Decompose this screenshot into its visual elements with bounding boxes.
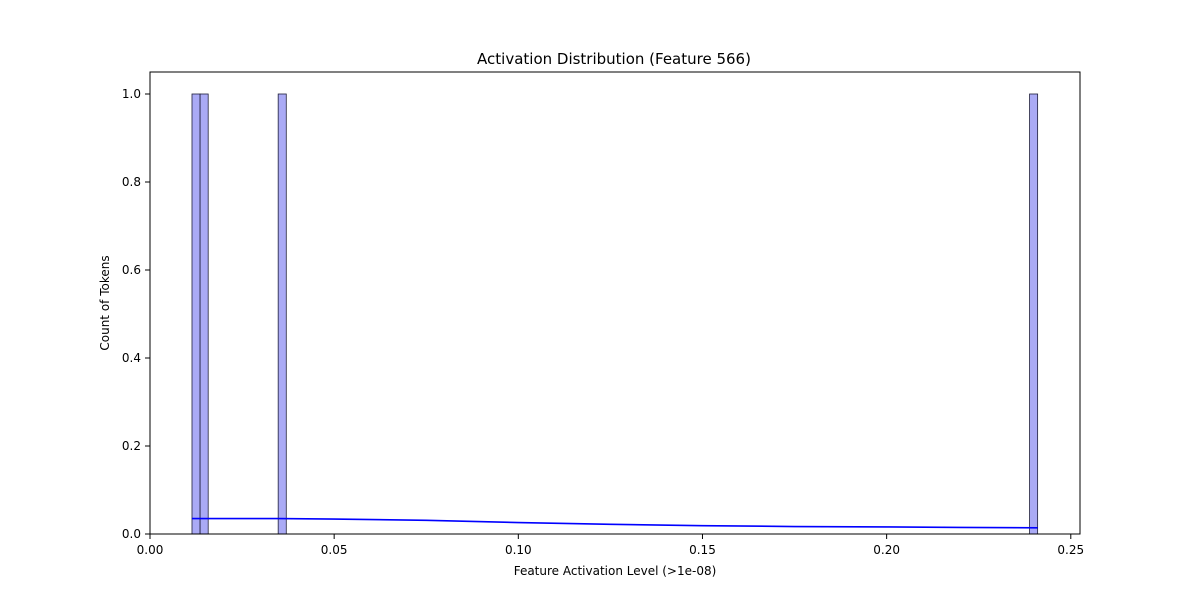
x-axis-label: Feature Activation Level (>1e-08) bbox=[514, 564, 717, 578]
x-tick-label: 0.10 bbox=[505, 543, 532, 557]
x-axis-ticks: 0.00 0.05 0.10 0.15 0.20 0.25 bbox=[137, 534, 1084, 557]
x-tick-label: 0.05 bbox=[321, 543, 348, 557]
x-tick-label: 0.20 bbox=[873, 543, 900, 557]
y-tick-label: 0.6 bbox=[122, 263, 141, 277]
histogram-bar bbox=[1029, 93, 1039, 535]
y-axis-ticks: 0.0 0.2 0.4 0.6 0.8 1.0 bbox=[122, 87, 150, 541]
chart-title: Activation Distribution (Feature 566) bbox=[477, 50, 751, 68]
kde-layer bbox=[191, 517, 1038, 529]
y-axis-label: Count of Tokens bbox=[98, 255, 112, 350]
y-tick-label: 0.0 bbox=[122, 527, 141, 541]
plot-frame bbox=[149, 71, 1081, 535]
bars-layer bbox=[191, 93, 1039, 535]
y-tick-label: 1.0 bbox=[122, 87, 141, 101]
histogram-bar bbox=[277, 93, 287, 535]
y-tick-label: 0.4 bbox=[122, 351, 141, 365]
histogram-bar bbox=[199, 93, 209, 535]
x-tick-label: 0.00 bbox=[137, 543, 164, 557]
x-tick-label: 0.25 bbox=[1057, 543, 1084, 557]
y-tick-label: 0.2 bbox=[122, 439, 141, 453]
histogram-bar bbox=[191, 93, 201, 535]
x-tick-label: 0.15 bbox=[689, 543, 716, 557]
kde-curve bbox=[191, 517, 1038, 529]
y-tick-label: 0.8 bbox=[122, 175, 141, 189]
